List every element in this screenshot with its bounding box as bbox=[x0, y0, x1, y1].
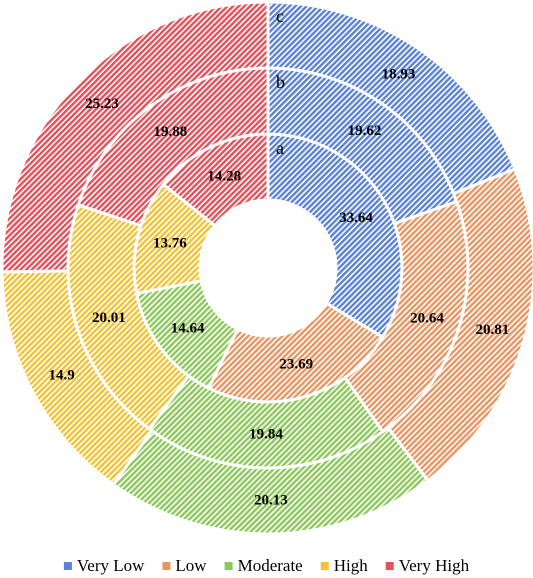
value-label: 20.81 bbox=[476, 322, 510, 338]
value-label: 19.62 bbox=[348, 123, 382, 139]
value-label: 23.69 bbox=[279, 356, 313, 372]
value-label: 19.88 bbox=[153, 124, 187, 140]
donut-slice bbox=[0, 0, 270, 274]
legend: Very Low Low Moderate High Very High bbox=[63, 556, 470, 575]
ring-label: b bbox=[276, 72, 285, 92]
value-label: 33.64 bbox=[339, 210, 373, 226]
value-label: 14.28 bbox=[207, 168, 241, 184]
legend-label: Very High bbox=[399, 556, 470, 575]
legend-marker bbox=[385, 562, 394, 570]
legend-marker bbox=[162, 562, 171, 570]
value-label: 20.13 bbox=[254, 492, 288, 508]
ring-label: a bbox=[276, 138, 284, 158]
value-label: 19.84 bbox=[249, 426, 283, 442]
legend-marker bbox=[320, 562, 329, 570]
legend-marker bbox=[224, 562, 233, 570]
value-label: 14.64 bbox=[171, 321, 205, 337]
value-label: 20.01 bbox=[92, 310, 126, 326]
legend-label: High bbox=[334, 556, 369, 575]
value-label: 14.9 bbox=[48, 368, 74, 384]
legend-label: Very Low bbox=[77, 556, 145, 575]
legend-label: Low bbox=[175, 556, 207, 575]
value-label: 18.93 bbox=[382, 66, 416, 82]
value-label: 20.64 bbox=[410, 310, 444, 326]
legend-label: Moderate bbox=[238, 556, 303, 575]
value-label: 25.23 bbox=[85, 96, 119, 112]
value-label: 13.76 bbox=[153, 235, 187, 251]
ring-label: c bbox=[276, 6, 284, 26]
legend-marker bbox=[63, 562, 72, 570]
